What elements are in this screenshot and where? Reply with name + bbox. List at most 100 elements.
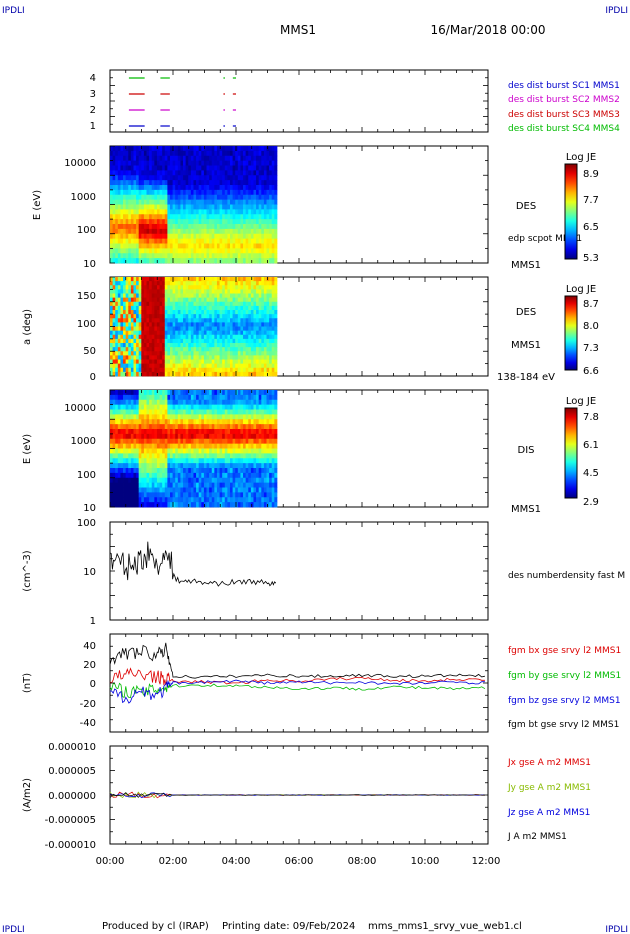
spectrogram-cell [224, 204, 228, 210]
spectrogram-cell [177, 502, 181, 508]
spectrogram-cell [130, 334, 134, 340]
spectrogram-cell [198, 305, 202, 311]
spectrogram-cell [263, 214, 267, 220]
spectrogram-cell [196, 363, 200, 369]
density-line [109, 541, 277, 587]
spectrogram-cell [123, 330, 127, 336]
spectrogram-cell [243, 199, 247, 205]
spectrogram-cell [185, 390, 189, 396]
spectrogram-cell [154, 214, 158, 220]
spectrogram-cell [201, 334, 205, 340]
spectrogram-cell [216, 367, 220, 373]
spectrogram-cell [261, 180, 265, 186]
spectrogram-cell [167, 233, 171, 240]
spectrogram-cell [198, 468, 202, 474]
spectrogram-cell [190, 472, 194, 479]
spectrogram-cell [164, 458, 168, 464]
spectrogram-cell [167, 194, 171, 201]
spectrogram-cell [196, 394, 200, 401]
spectrogram-cell [196, 390, 200, 396]
spectrogram-cell [224, 343, 228, 348]
spectrogram-cell [237, 310, 241, 315]
spectrogram-cell [138, 453, 142, 459]
spectrogram-cell [180, 297, 184, 303]
spectrogram-cell [201, 399, 205, 406]
spectrogram-cell [146, 409, 150, 415]
spectrogram-cell [138, 351, 142, 356]
spectrogram-cell [214, 150, 218, 157]
spectrogram-cell [230, 233, 234, 240]
spectrogram-cell [172, 371, 176, 377]
spectrogram-cell [266, 438, 270, 445]
spectrogram-cell [138, 189, 142, 196]
spectrogram-cell [266, 289, 270, 294]
spectrogram-cell [227, 318, 231, 323]
spectrogram-cell [201, 301, 205, 307]
legend-entry: Jy gse A m2 MMS1 [507, 783, 591, 793]
spectrogram-cell [125, 414, 129, 420]
spectrogram-cell [258, 165, 262, 171]
x-tick-label: 04:00 [222, 856, 251, 867]
spectrogram-cell [112, 289, 116, 294]
spectrogram-cell [232, 318, 236, 323]
spectrogram-cell [120, 180, 124, 186]
spectrogram-cell [133, 301, 137, 307]
spectrogram-cell [138, 228, 142, 235]
spectrogram-cell [250, 199, 254, 205]
spectrogram-cell [227, 424, 231, 430]
spectrogram-cell [214, 160, 218, 166]
spectrogram-cell [120, 404, 124, 410]
spectrogram-cell [201, 482, 205, 488]
spectrogram-cell [167, 189, 171, 196]
spectrogram-cell [130, 367, 134, 373]
spectrogram-cell [115, 482, 119, 488]
spectrogram-cell [237, 390, 241, 396]
spectrogram-cell [172, 429, 176, 435]
spectrogram-cell [138, 170, 142, 176]
spectrogram-cell [136, 497, 140, 503]
spectrogram-cell [123, 429, 127, 435]
spectrogram-cell [170, 243, 174, 249]
spectrogram-cell [156, 170, 160, 176]
spectrogram-cell [110, 399, 114, 406]
spectrogram-cell [172, 233, 176, 240]
spectrogram-cell [151, 214, 155, 220]
spectrogram-cell [248, 497, 252, 503]
spectrogram-cell [201, 448, 205, 454]
spectrogram-cell [183, 394, 187, 401]
spectrogram-cell [201, 233, 205, 240]
spectrogram-cell [256, 424, 260, 430]
spectrogram-cell [250, 390, 254, 396]
spectrogram-cell [175, 285, 179, 290]
spectrogram-cell [190, 463, 194, 469]
spectrogram-cell [216, 458, 220, 464]
spectrogram-cell [123, 424, 127, 430]
spectrogram-cell [230, 371, 234, 377]
spectrogram-cell [245, 334, 249, 340]
spectrogram-cell [201, 228, 205, 235]
spectrogram-cell [183, 289, 187, 294]
spectrogram-cell [164, 180, 168, 186]
spectrogram-cell [271, 414, 275, 420]
spectrogram-cell [209, 146, 213, 152]
spectrogram-cell [203, 175, 207, 181]
spectrogram-cell [224, 155, 228, 162]
spectrogram-cell [170, 318, 174, 323]
spectrogram-cell [190, 363, 194, 369]
spectrogram-cell [125, 363, 129, 369]
spectrogram-cell [143, 185, 147, 191]
spectrogram-cell [117, 209, 121, 215]
spectrogram-cell [263, 355, 267, 360]
spectrogram-cell [185, 497, 189, 503]
spectrogram-cell [117, 334, 121, 340]
spectrogram-cell [117, 214, 121, 220]
spectrogram-cell [198, 253, 202, 259]
spectrogram-cell [245, 293, 249, 299]
spectrogram-cell [159, 289, 163, 294]
colorbar-title: Log JE [566, 396, 596, 407]
spectrogram-cell [245, 150, 249, 157]
spectrogram-cell [151, 175, 155, 181]
spectrogram-cell [180, 438, 184, 445]
spectrogram-cell [206, 367, 210, 373]
spectrogram-cell [237, 458, 241, 464]
